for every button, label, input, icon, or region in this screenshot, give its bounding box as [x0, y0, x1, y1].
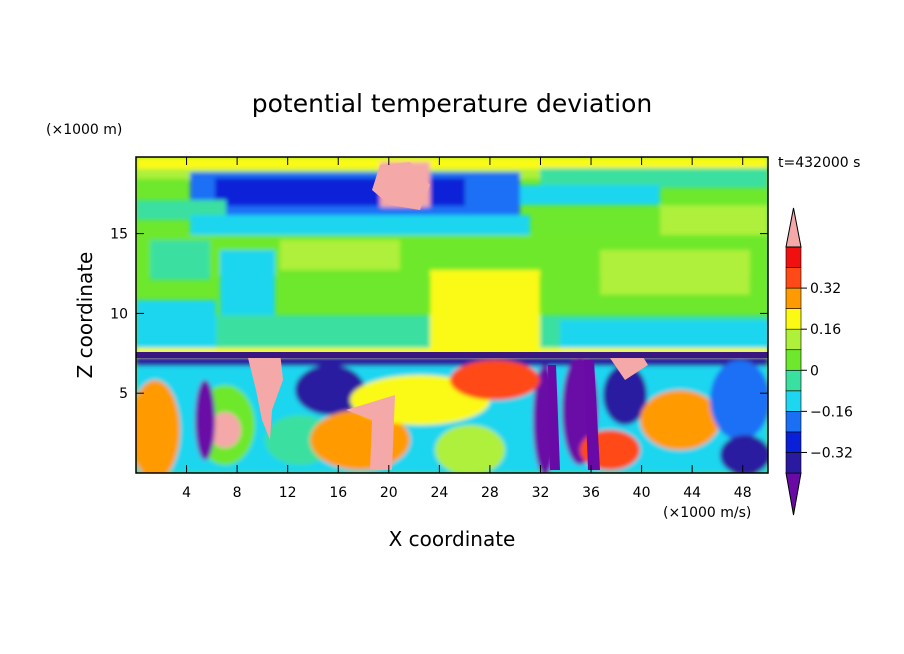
colorbar-swatch [785, 328, 802, 351]
x-tick-label: 32 [532, 485, 550, 501]
chart-title: potential temperature deviation [252, 89, 652, 118]
y-tick-label: 5 [119, 386, 128, 402]
x-tick-label: 28 [481, 485, 499, 501]
colorbar-swatch [785, 452, 802, 474]
x-tick-label: 20 [380, 485, 398, 501]
colorbar-swatch [785, 369, 802, 392]
colorbar-swatch [785, 246, 802, 268]
y-tick-label: 10 [110, 306, 128, 322]
y-axis-label: Z coordinate [73, 252, 97, 379]
colorbar-swatch [785, 308, 802, 330]
x-tick-label: 36 [582, 485, 600, 501]
colorbar-swatch [785, 349, 802, 371]
x-tick-label: 40 [633, 485, 651, 501]
x-tick-label: 12 [279, 485, 297, 501]
plot-frame [135, 156, 769, 474]
colorbar-label: 0.16 [810, 322, 841, 338]
x-axis-label: X coordinate [389, 527, 516, 551]
colorbar-label: −0.32 [810, 445, 853, 461]
colorbar-triangle-max [785, 207, 802, 248]
x-unit-label: (×1000 m/s) [663, 505, 751, 521]
time-label: t=432000 s [778, 155, 860, 171]
colorbar-swatch [785, 267, 802, 289]
colorbar-label: 0 [810, 363, 819, 379]
colorbar-label: 0.32 [810, 281, 841, 297]
colorbar-swatch [785, 287, 802, 309]
colorbar-swatch [785, 390, 802, 412]
x-tick-label: 8 [233, 485, 242, 501]
x-tick-label: 4 [182, 485, 191, 501]
contour-field [136, 157, 768, 473]
y-unit-label: (×1000 m) [46, 122, 122, 138]
x-tick-label: 16 [329, 485, 347, 501]
colorbar-swatch [785, 431, 802, 453]
x-tick-label: 44 [683, 485, 701, 501]
colorbar-triangle-min [785, 472, 802, 516]
colorbar-swatch [785, 411, 802, 433]
x-tick-label: 24 [430, 485, 448, 501]
x-tick-label: 48 [734, 485, 752, 501]
colorbar-label: −0.16 [810, 404, 853, 420]
y-tick-label: 15 [110, 227, 128, 243]
colorbar: 0.32 0.16 0 −0.16 −0.32 [785, 207, 853, 516]
